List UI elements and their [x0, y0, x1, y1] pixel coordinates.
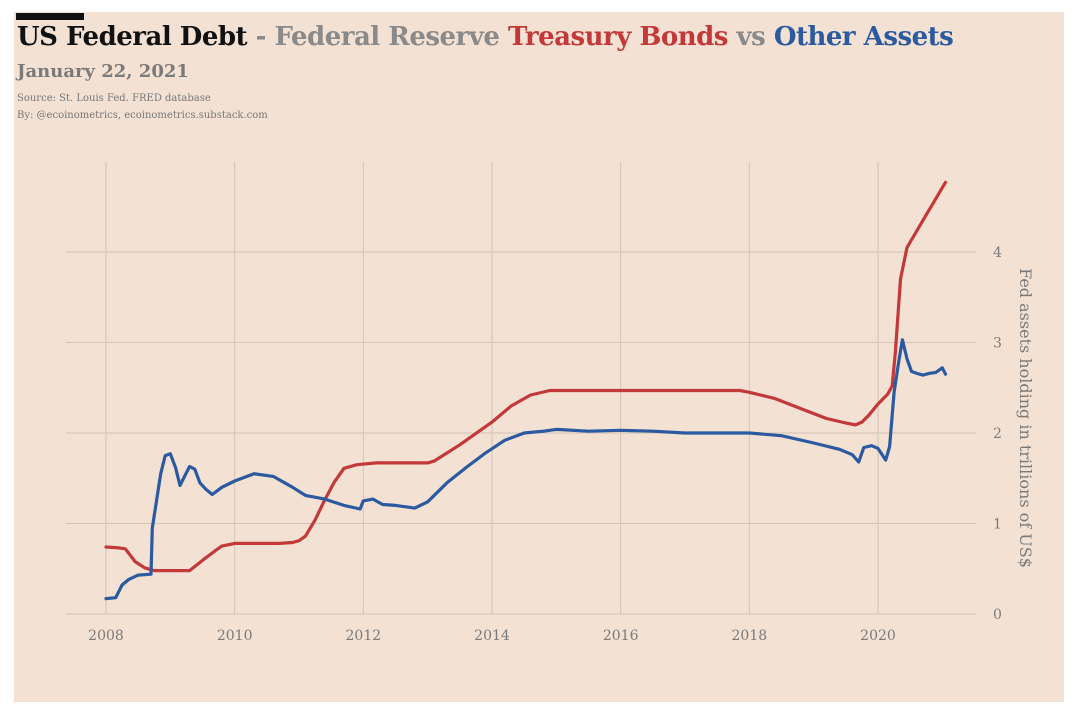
- x-tick-label-2020: 2020: [860, 628, 896, 644]
- x-tick-label-2014: 2014: [474, 628, 510, 644]
- title-part-debt: US Federal Debt: [17, 22, 248, 52]
- y-tick-label-0: 0: [993, 607, 1002, 623]
- title-part-treasury: Treasury Bonds: [507, 22, 728, 52]
- x-tick-label-2008: 2008: [88, 628, 124, 644]
- x-tick-label-2018: 2018: [732, 628, 768, 644]
- y-tick-label-4: 4: [993, 245, 1002, 261]
- y-tick-label-2: 2: [993, 426, 1002, 442]
- y-tick-label-3: 3: [993, 336, 1002, 352]
- chart-panel: [14, 12, 1064, 702]
- chart-subtitle: January 22, 2021: [17, 61, 189, 82]
- accent-bar: [16, 13, 84, 20]
- x-tick-label-2016: 2016: [603, 628, 639, 644]
- y-axis-label: Fed assets holding in trillions of US$: [1016, 268, 1035, 568]
- source-credit: Source: St. Louis Fed. FRED database: [17, 93, 211, 104]
- y-tick-label-1: 1: [993, 517, 1002, 533]
- series-line-other-assets: [104, 338, 948, 601]
- series-line-treasury-bonds: [104, 180, 948, 573]
- title-part-fed: - Federal Reserve: [247, 22, 508, 52]
- x-tick-label-2012: 2012: [346, 628, 382, 644]
- title-part-other: Other Assets: [773, 22, 954, 52]
- byline-credit: By: @ecoinometrics, ecoinometrics.substa…: [17, 110, 268, 121]
- x-tick-label-2010: 2010: [217, 628, 253, 644]
- chart-title: US Federal Debt - Federal Reserve Treasu…: [17, 22, 954, 52]
- title-part-vs: vs: [727, 22, 774, 52]
